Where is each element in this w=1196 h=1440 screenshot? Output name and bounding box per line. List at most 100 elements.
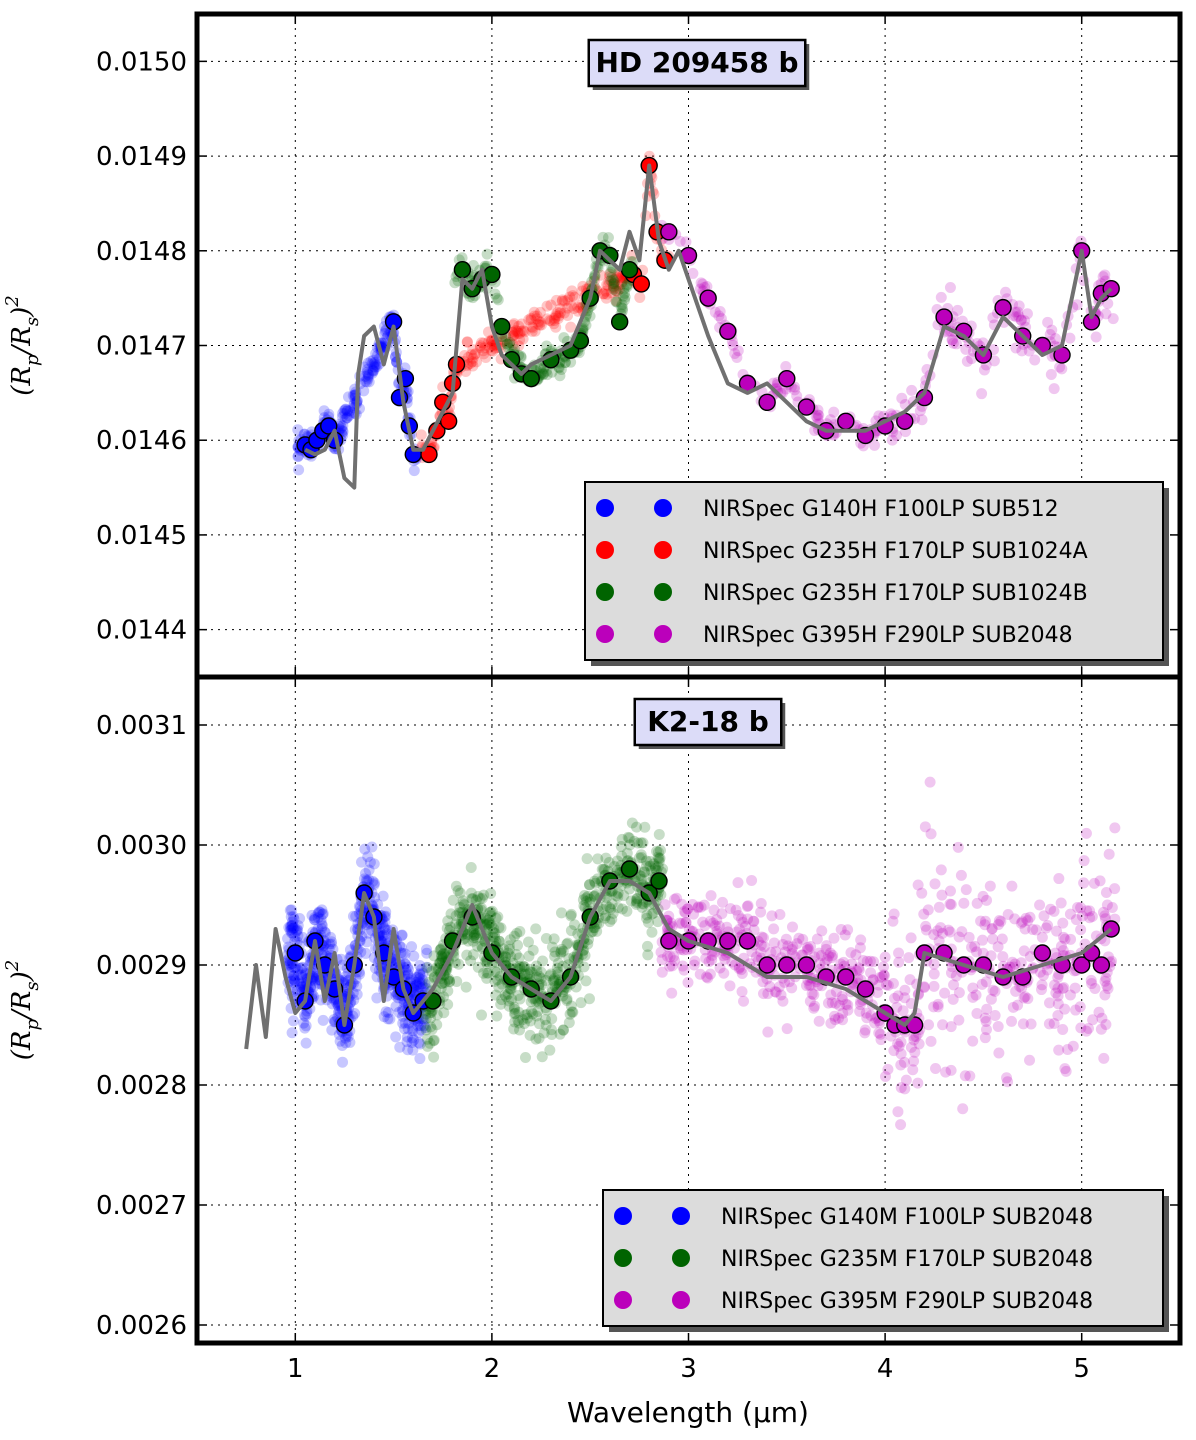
scatter-point (1101, 899, 1113, 911)
scatter-point (465, 924, 477, 936)
scatter-point (583, 993, 595, 1005)
scatter-point (533, 970, 545, 982)
scatter-point (528, 306, 540, 318)
scatter-point (891, 1001, 903, 1013)
scatter-point (449, 957, 461, 969)
scatter-point (903, 952, 915, 964)
panel-title-text: K2-18 b (647, 705, 769, 738)
scatter-point (368, 365, 380, 377)
scatter-point (336, 1039, 348, 1051)
legend-box (584, 481, 1164, 661)
scatter-point (407, 1025, 419, 1037)
scatter-point (944, 282, 956, 294)
scatter-point (408, 465, 420, 477)
scatter-point (343, 410, 355, 422)
scatter-point (607, 907, 619, 919)
scatter-point (561, 938, 573, 950)
scatter-point (541, 369, 553, 381)
scatter-point (283, 921, 295, 933)
scatter-point (747, 915, 759, 927)
scatter-point (762, 988, 774, 1000)
scatter-point (619, 294, 631, 306)
scatter-point (928, 1001, 940, 1013)
scatter-point (1101, 980, 1113, 992)
scatter-point (631, 892, 643, 904)
scatter-point (316, 923, 328, 935)
scatter-point (350, 910, 362, 922)
scatter-point (611, 296, 623, 308)
scatter-point (406, 1036, 418, 1048)
scatter-point (449, 277, 461, 289)
scatter-point (674, 917, 686, 929)
scatter-point (554, 370, 566, 382)
scatter-point (441, 922, 453, 934)
scatter-point (503, 1000, 515, 1012)
scatter-point (545, 1024, 557, 1036)
scatter-point (518, 1017, 530, 1029)
scatter-point (562, 959, 574, 971)
data-point (719, 322, 737, 340)
scatter-point (430, 962, 442, 974)
scatter-point (525, 996, 537, 1008)
data-point (286, 944, 304, 962)
scatter-point (1007, 1001, 1019, 1013)
scatter-point (616, 903, 628, 915)
scatter-point (550, 321, 562, 333)
scatter-point (377, 890, 389, 902)
scatter-point (531, 313, 543, 325)
scatter-point (286, 961, 298, 973)
scatter-point (414, 978, 426, 990)
scatter-point (1067, 1040, 1079, 1052)
scatter-point (355, 856, 367, 868)
scatter-point (769, 986, 781, 998)
scatter-point (378, 929, 390, 941)
scatter-point (554, 307, 566, 319)
scatter-point (421, 947, 433, 959)
scatter-point (491, 292, 503, 304)
scatter-point (1046, 324, 1058, 336)
scatter-point (1100, 1019, 1112, 1031)
y-tick-label: 0.0145 (96, 521, 187, 551)
scatter-point (1040, 922, 1052, 934)
scatter-point (527, 1008, 539, 1020)
scatter-point (773, 981, 785, 993)
scatter-point (808, 1002, 820, 1014)
y-tick-label: 0.0147 (96, 332, 187, 362)
legend-label: NIRSpec G235H F170LP SUB1024B (703, 581, 1088, 606)
scatter-point (565, 910, 577, 922)
scatter-point (1086, 910, 1098, 922)
y-tick-label: 0.0026 (96, 1311, 187, 1341)
data-point (797, 398, 816, 416)
scatter-point (801, 980, 813, 992)
scatter-point (562, 937, 574, 949)
scatter-point (859, 1027, 871, 1039)
scatter-point (296, 971, 308, 983)
scatter-point (434, 957, 446, 969)
scatter-point (527, 322, 539, 334)
scatter-point (366, 367, 378, 379)
scatter-point (503, 338, 515, 350)
scatter-point (946, 334, 958, 346)
scatter-point (653, 828, 665, 840)
scatter-point (478, 889, 490, 901)
scatter-point (557, 1024, 569, 1036)
scatter-point (980, 976, 992, 988)
scatter-point (1042, 920, 1054, 932)
scatter-point (481, 919, 493, 931)
scatter-point (1037, 969, 1049, 981)
scatter-point (1070, 914, 1082, 926)
scatter-point (727, 339, 739, 351)
scatter-point (287, 911, 299, 923)
scatter-point (378, 1011, 390, 1023)
scatter-point (493, 935, 505, 947)
scatter-point (680, 917, 692, 929)
scatter-point (476, 337, 488, 349)
scatter-point (919, 821, 931, 833)
scatter-point (289, 974, 301, 986)
scatter-point (566, 1006, 578, 1018)
scatter-point (651, 845, 663, 857)
scatter-point (971, 1007, 983, 1019)
scatter-point (417, 981, 429, 993)
figure-frame (194, 11, 1183, 1346)
scatter-point (611, 864, 623, 876)
